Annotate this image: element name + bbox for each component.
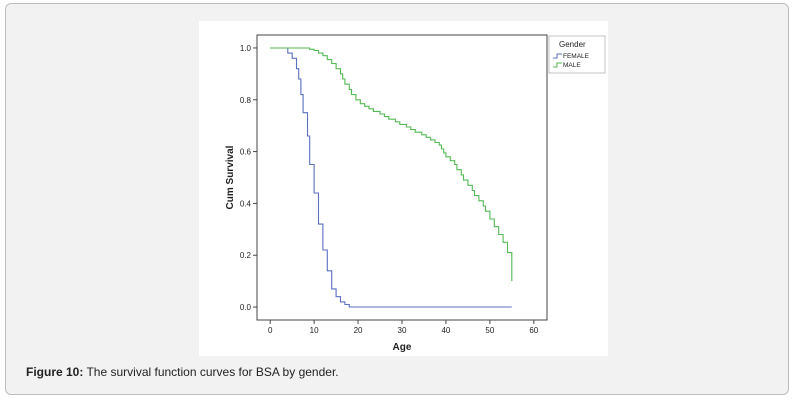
x-tick-label: 0 bbox=[268, 326, 273, 335]
series-line-female bbox=[270, 47, 512, 308]
y-tick-label: 0.8 bbox=[240, 96, 252, 105]
survival-chart: 0 10 20 30 40 50 60 0.0 0.2 0.4 0.6 0.8 1.0 Age Cum Su… bbox=[225, 34, 606, 353]
chart-legend: Gender FEMALE MALE bbox=[548, 35, 606, 74]
caption-label: Figure 10: bbox=[26, 365, 84, 379]
x-tick-label: 50 bbox=[485, 326, 494, 335]
legend-label-female: FEMALE bbox=[563, 53, 590, 60]
y-tick-label: 1.0 bbox=[240, 44, 252, 53]
legend-title: Gender bbox=[559, 40, 586, 49]
chart-axes: 0 10 20 30 40 50 60 0.0 0.2 0.4 0.6 0.8 1.0 Age Cum Su… bbox=[225, 34, 548, 353]
x-tick-label: 60 bbox=[529, 326, 538, 335]
y-tick-label: 0.4 bbox=[240, 199, 252, 208]
y-tick-label: 0.0 bbox=[240, 303, 252, 312]
legend-label-male: MALE bbox=[563, 62, 581, 69]
plot-frame bbox=[256, 34, 548, 321]
y-tick-label: 0.6 bbox=[240, 148, 252, 157]
figure-panel: 0 10 20 30 40 50 60 0.0 0.2 0.4 0.6 0.8 1.0 Age Cum Su… bbox=[5, 3, 789, 395]
y-tick-label: 0.2 bbox=[240, 251, 252, 260]
x-tick-label: 40 bbox=[441, 326, 450, 335]
series-line-male bbox=[270, 47, 513, 282]
figure-caption: Figure 10: The survival function curves … bbox=[26, 365, 339, 379]
legend-swatch-female bbox=[553, 53, 562, 59]
y-axis-title: Cum Survival bbox=[225, 145, 236, 209]
x-tick-label: 20 bbox=[354, 326, 363, 335]
chart-container: 0 10 20 30 40 50 60 0.0 0.2 0.4 0.6 0.8 1.0 Age Cum Su… bbox=[199, 21, 608, 356]
legend-swatch-male bbox=[553, 62, 562, 68]
x-tick-label: 10 bbox=[310, 326, 319, 335]
chart-series bbox=[270, 47, 513, 308]
caption-text: The survival function curves for BSA by … bbox=[83, 365, 339, 379]
x-axis-title: Age bbox=[393, 342, 412, 353]
x-tick-label: 30 bbox=[398, 326, 407, 335]
